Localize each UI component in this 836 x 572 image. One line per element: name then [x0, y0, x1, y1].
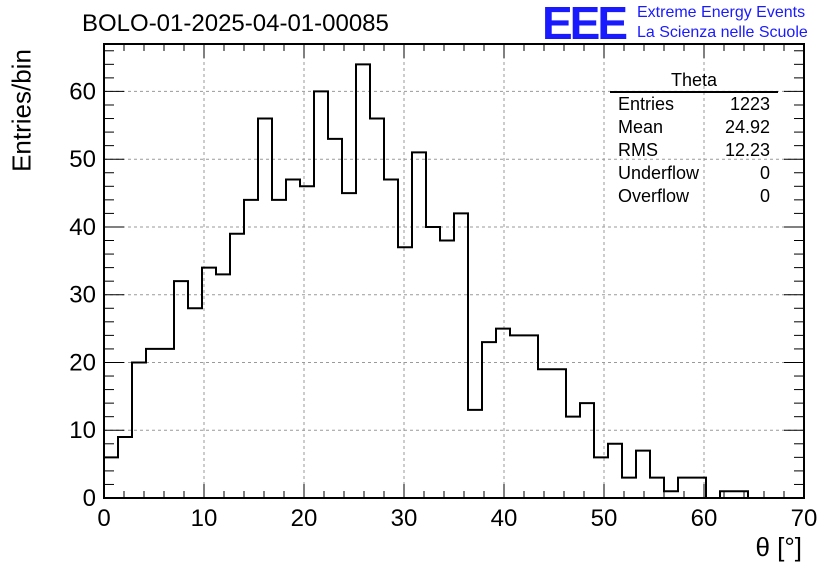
stats-row: Entries 1223: [610, 93, 778, 116]
histogram-bin: [468, 410, 482, 498]
stats-value: 0: [759, 186, 770, 206]
y-tick-label: 40: [69, 214, 96, 241]
x-tick-label: 40: [491, 505, 518, 532]
histogram-bin: [258, 119, 272, 498]
histogram-bin: [524, 335, 538, 498]
histogram-bin: [146, 349, 160, 498]
histogram-bin: [608, 444, 622, 498]
histogram-bin: [230, 234, 244, 498]
histogram-bin: [286, 180, 300, 498]
histogram-bin: [454, 213, 468, 498]
histogram-bin: [300, 186, 314, 498]
histogram-bin: [720, 491, 734, 498]
stats-value: 12.23: [724, 140, 770, 160]
histogram-bin: [734, 491, 748, 498]
histogram-bin: [202, 268, 216, 498]
chart-title: BOLO-01-2025-04-01-00085: [82, 10, 389, 37]
histogram-bin: [328, 139, 342, 498]
y-tick-label: 30: [69, 282, 96, 309]
x-tick-label: 60: [691, 505, 718, 532]
histogram-bin: [216, 274, 230, 498]
histogram-bins: [104, 63, 804, 499]
x-axis-label: θ [°]: [755, 532, 802, 562]
histogram-bin: [440, 241, 454, 498]
histogram-bin: [272, 200, 286, 498]
x-tick-label: 30: [391, 505, 418, 532]
histogram-bin: [580, 403, 594, 498]
x-tick-label: 0: [97, 505, 110, 532]
histogram-bin: [188, 308, 202, 498]
stats-box: Theta Entries 1223 Mean 24.92 RMS 12.23 …: [610, 70, 778, 208]
histogram-bin: [650, 478, 664, 498]
y-tick-label: 0: [83, 485, 96, 512]
y-tick-label: 50: [69, 146, 96, 173]
histogram-bin: [482, 342, 496, 498]
y-tick-label: 60: [69, 78, 96, 105]
stats-value: 0: [759, 163, 770, 183]
histogram-bin: [622, 478, 636, 498]
histogram-bin: [496, 329, 510, 498]
stats-row: RMS 12.23: [610, 139, 778, 162]
histogram-bin: [118, 437, 132, 498]
x-tick-label: 10: [191, 505, 218, 532]
x-tick-label: 70: [791, 505, 818, 532]
histogram-bin: [398, 247, 412, 498]
histogram-bin: [426, 227, 440, 498]
histogram-bin: [370, 119, 384, 498]
stats-row: Mean 24.92: [610, 116, 778, 139]
histogram-bin: [566, 417, 580, 498]
histogram-bin: [384, 180, 398, 498]
stats-label: Mean: [618, 117, 664, 137]
histogram-bin: [342, 193, 356, 498]
stats-label: Underflow: [618, 163, 700, 183]
histogram-bin: [314, 91, 328, 498]
stats-label: RMS: [618, 140, 658, 160]
stats-row: Overflow 0: [610, 185, 778, 208]
histogram-bin: [678, 478, 692, 498]
histogram-bin: [174, 281, 188, 498]
axis-ticks: [103, 44, 805, 499]
stats-label: Overflow: [618, 186, 690, 206]
logo-line-2: La Scienza nelle Scuole: [637, 24, 808, 41]
x-tick-label: 20: [291, 505, 318, 532]
stats-title: Theta: [610, 70, 778, 93]
histogram-bin: [104, 457, 118, 498]
y-tick-label: 10: [69, 417, 96, 444]
histogram-bin: [412, 152, 426, 498]
histogram-bin: [636, 451, 650, 498]
histogram-bin: [244, 200, 258, 498]
histogram-outline: [104, 63, 804, 499]
tick-labels: 0 10 20 30 40 50 60 70 0 10 20 30 40 50 60: [69, 78, 817, 532]
stats-label: Entries: [618, 94, 675, 114]
stats-value: 24.92: [724, 117, 770, 137]
histogram-bin: [594, 457, 608, 498]
stats-row: Underflow 0: [610, 162, 778, 185]
eee-logo: EEE: [542, 0, 628, 49]
histogram-bin: [356, 64, 370, 498]
y-tick-label: 20: [69, 349, 96, 376]
histogram-bin: [510, 335, 524, 498]
y-axis-label: Entries/bin: [6, 49, 37, 172]
plot-frame: [103, 43, 805, 499]
histogram-bin: [552, 369, 566, 498]
histogram-bin: [538, 369, 552, 498]
histogram-bin: [160, 349, 174, 498]
histogram-bin: [664, 491, 678, 498]
histogram-bin: [132, 362, 146, 498]
histogram-bin: [692, 478, 706, 498]
logo-line-1: Extreme Energy Events: [637, 4, 806, 21]
x-tick-label: 50: [591, 505, 618, 532]
stats-value: 1223: [729, 94, 770, 114]
